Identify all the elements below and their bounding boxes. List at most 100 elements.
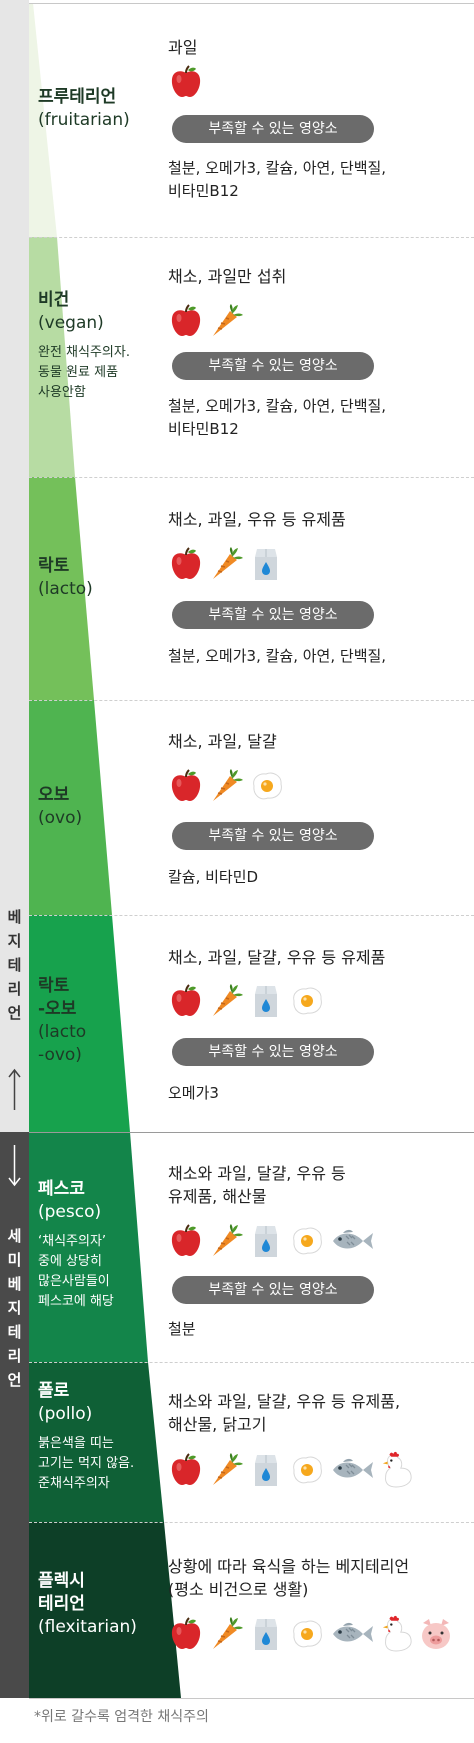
category-english: (ovo) [38, 808, 83, 828]
category-pollo: 폴로 (pollo) 붉은색을 띠는 고기는 먹지 않음. 준채식주의자 [38, 1380, 134, 1494]
arrow-down-icon [8, 1145, 21, 1187]
nutrient-line: 철분, 오메가3, 칼슘, 아연, 단백질, [168, 159, 387, 177]
category-english: (vegan) [38, 313, 104, 333]
category-english: (fruitarian) [38, 110, 130, 130]
egg-icon [288, 1616, 326, 1652]
nutrient-pill: 부족할 수 있는 영양소 [172, 352, 374, 380]
semi-vegetarian-vertical-label: 세 미 베 지 테 리 언 [0, 1224, 29, 1392]
food-icons [168, 1612, 458, 1656]
food-list: 채소, 과일만 섭취 [168, 265, 286, 288]
carrot-icon [208, 1616, 244, 1652]
food-icons [168, 60, 208, 104]
label-char: 언 [7, 1371, 22, 1389]
carrot-icon [208, 546, 244, 582]
chicken-icon [380, 1614, 414, 1654]
category-note: ‘채식주의자’ 중에 상당히 많은사람들이 페스코에 해당 [38, 1232, 114, 1312]
egg-icon [288, 983, 326, 1019]
food-line: 채소와 과일, 달걀, 우유 등 유제품, [168, 1392, 401, 1411]
food-list: 채소, 과일, 우유 등 유제품 [168, 508, 346, 531]
label-char: 언 [7, 1004, 22, 1022]
food-line: 채소, 과일만 섭취 [168, 267, 287, 286]
fish-icon [330, 1616, 376, 1652]
category-english-line2: -ovo) [38, 1045, 82, 1065]
strictness-triangle [29, 3, 181, 1698]
nutrient-line: 철분, 오메가3, 칼슘, 아연, 단백질, [168, 647, 387, 665]
food-list: 상황에 따라 육식을 하는 베지테리언 (평소 비건으로 생활) [168, 1555, 409, 1601]
apple-icon [168, 1223, 204, 1259]
band-lacto [29, 477, 94, 700]
nutrient-line: 비타민B12 [168, 182, 239, 200]
apple-icon [168, 1616, 204, 1652]
category-name: 페스코 [38, 1179, 85, 1199]
note-line: ‘채식주의자’ [38, 1234, 107, 1249]
food-line: 해산물, 닭고기 [168, 1415, 267, 1434]
note-line: 중에 상당히 [38, 1254, 102, 1269]
fish-icon [330, 1223, 376, 1259]
nutrient-pill: 부족할 수 있는 영양소 [172, 115, 374, 143]
arrow-up-icon [8, 1068, 21, 1110]
category-name: 락토 [38, 556, 70, 576]
food-icons [168, 764, 290, 808]
category-english: (lacto) [38, 579, 93, 599]
food-line: 유제품, 해산물 [168, 1187, 267, 1206]
category-vegan: 비건 (vegan) 완전 채식주의자. 동물 원료 제품 사용안함 [38, 289, 130, 403]
food-list: 채소와 과일, 달걀, 우유 등 유제품, 해산물 [168, 1162, 346, 1208]
category-name-line2: 테리언 [38, 1594, 85, 1614]
food-list: 채소, 과일, 달걀 [168, 730, 277, 753]
nutrient-list: 철분 [168, 1318, 196, 1341]
section-divider [29, 700, 474, 701]
nutrient-line: 칼슘, 비타민D [168, 868, 259, 886]
pig-icon [418, 1616, 454, 1652]
sidebar-semi-vegetarian-band [0, 1132, 29, 1698]
nutrient-line: 오메가3 [168, 1084, 219, 1102]
vegetarian-vertical-label: 베 지 테 리 언 [0, 905, 29, 1025]
top-rule [29, 3, 474, 4]
apple-icon [168, 768, 204, 804]
band-fruitarian [29, 3, 57, 237]
food-line: 상황에 따라 육식을 하는 베지테리언 [168, 1557, 410, 1576]
category-name: 비건 [38, 290, 70, 310]
label-char: 리 [7, 980, 22, 998]
nutrient-list: 칼슘, 비타민D [168, 866, 258, 889]
nutrient-pill: 부족할 수 있는 영양소 [172, 601, 374, 629]
band-ovo [29, 700, 112, 915]
category-ovo: 오보 (ovo) [38, 784, 82, 830]
category-fruitarian: 프루테리언 (fruitarian) [38, 86, 130, 132]
food-icons [168, 1219, 380, 1263]
milk-icon [248, 983, 284, 1019]
category-name: 오보 [38, 785, 70, 805]
egg-icon [288, 1452, 326, 1488]
chicken-icon [380, 1450, 414, 1490]
category-name: 프루테리언 [38, 87, 117, 107]
milk-icon [248, 1616, 284, 1652]
section-divider [29, 477, 474, 478]
nutrient-line: 철분, 오메가3, 칼슘, 아연, 단백질, [168, 397, 387, 415]
nutrient-pill: 부족할 수 있는 영양소 [172, 1276, 374, 1304]
nutrient-pill: 부족할 수 있는 영양소 [172, 822, 374, 850]
carrot-icon [208, 768, 244, 804]
carrot-icon [208, 1452, 244, 1488]
category-lacto-ovo: 락토 -오보 (lacto -ovo) [38, 975, 86, 1067]
label-char: 테 [7, 1323, 22, 1341]
egg-icon [288, 1223, 326, 1259]
carrot-icon [208, 1223, 244, 1259]
food-line: 채소, 과일, 달걀 [168, 732, 277, 751]
label-char: 세 [7, 1227, 22, 1245]
milk-icon [248, 1223, 284, 1259]
section-divider [29, 1522, 474, 1523]
label-char: 베 [7, 908, 22, 926]
note-line: 사용안함 [38, 385, 86, 400]
milk-icon [248, 546, 284, 582]
nutrient-line: 비타민B12 [168, 420, 239, 438]
footnote: *위로 갈수록 엄격한 채식주의 [34, 1709, 209, 1725]
food-line: 채소, 과일, 우유 등 유제품 [168, 510, 346, 529]
category-name: 플렉시 [38, 1571, 85, 1591]
label-char: 테 [7, 956, 22, 974]
apple-icon [168, 546, 204, 582]
food-icons [168, 1448, 418, 1492]
food-line: 채소, 과일, 달걀, 우유 등 유제품 [168, 948, 386, 967]
sidebar-vegetarian-band [0, 0, 29, 1132]
note-line: 고기는 먹지 않음. [38, 1456, 135, 1471]
label-char: 리 [7, 1347, 22, 1365]
band-pollo [29, 1362, 164, 1522]
